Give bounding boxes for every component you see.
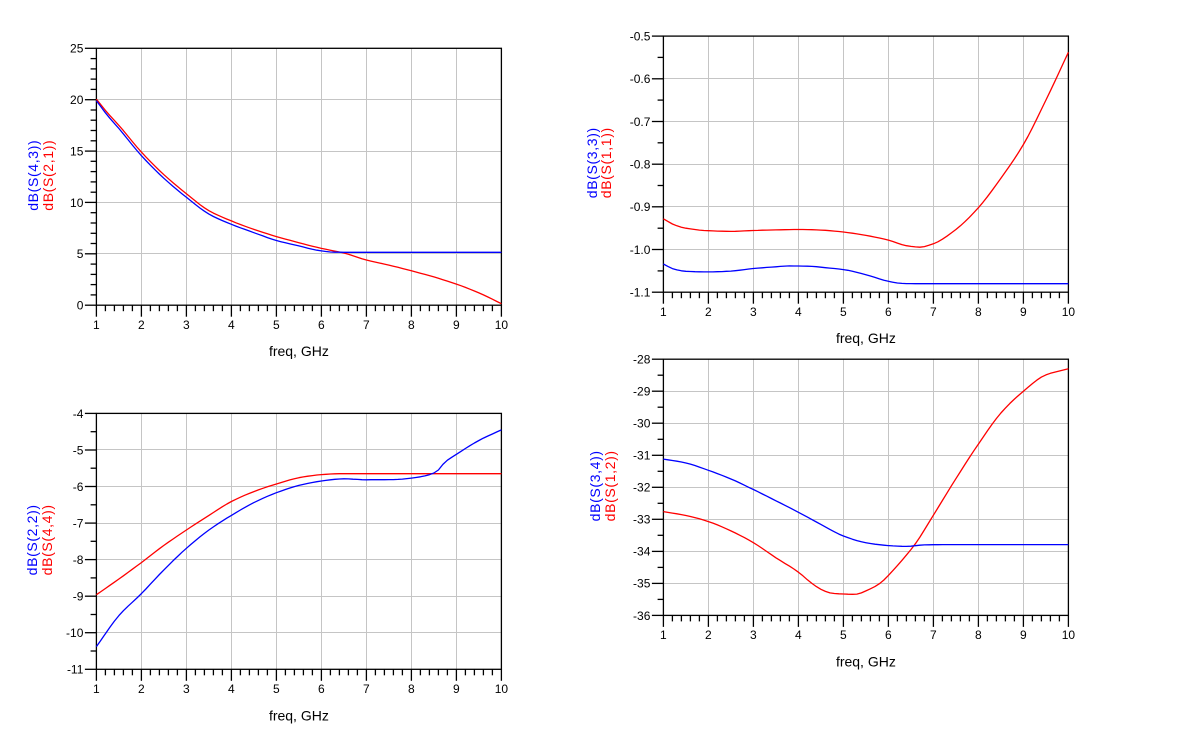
svg-text:-30: -30 <box>633 417 651 431</box>
svg-text:1: 1 <box>660 628 667 642</box>
svg-text:5: 5 <box>840 628 847 642</box>
svg-text:7: 7 <box>363 682 370 696</box>
svg-text:freq, GHz: freq, GHz <box>836 330 896 346</box>
svg-text:8: 8 <box>408 318 415 332</box>
svg-text:dB(S(2,1)): dB(S(2,1)) <box>40 140 56 211</box>
svg-text:dB(S(3,3)): dB(S(3,3)) <box>584 127 600 198</box>
svg-text:4: 4 <box>228 318 235 332</box>
svg-text:1: 1 <box>93 682 100 696</box>
svg-text:-0.5: -0.5 <box>630 30 651 44</box>
svg-text:20: 20 <box>70 93 84 107</box>
svg-text:3: 3 <box>183 682 190 696</box>
svg-text:-0.7: -0.7 <box>630 115 651 129</box>
svg-text:6: 6 <box>318 682 325 696</box>
svg-text:4: 4 <box>795 305 802 319</box>
svg-text:6: 6 <box>885 305 892 319</box>
svg-text:dB(S(1,1)): dB(S(1,1)) <box>598 127 614 198</box>
svg-text:-0.9: -0.9 <box>630 200 651 214</box>
svg-text:-11: -11 <box>67 663 84 677</box>
svg-text:4: 4 <box>795 628 802 642</box>
svg-text:-7: -7 <box>73 516 84 530</box>
svg-text:7: 7 <box>363 318 370 332</box>
svg-text:1: 1 <box>93 318 100 332</box>
svg-text:5: 5 <box>840 305 847 319</box>
svg-text:dB(S(2,2)): dB(S(2,2)) <box>24 504 40 575</box>
svg-text:2: 2 <box>705 305 712 319</box>
svg-text:-36: -36 <box>633 609 651 623</box>
svg-text:9: 9 <box>1020 305 1027 319</box>
svg-text:-34: -34 <box>633 545 651 559</box>
svg-text:freq, GHz: freq, GHz <box>269 343 329 359</box>
svg-text:8: 8 <box>408 682 415 696</box>
svg-text:1: 1 <box>660 305 667 319</box>
svg-text:-9: -9 <box>73 590 84 604</box>
svg-text:dB(S(4,4)): dB(S(4,4)) <box>39 504 55 575</box>
svg-text:5: 5 <box>77 247 84 261</box>
svg-text:10: 10 <box>1062 628 1076 642</box>
svg-text:10: 10 <box>1062 305 1076 319</box>
svg-text:10: 10 <box>495 318 509 332</box>
svg-text:4: 4 <box>228 682 235 696</box>
svg-text:-32: -32 <box>633 481 651 495</box>
svg-text:-10: -10 <box>66 626 84 640</box>
svg-text:7: 7 <box>930 628 937 642</box>
svg-text:dB(S(1,2)): dB(S(1,2)) <box>602 450 618 521</box>
svg-text:dB(S(3,4)): dB(S(3,4)) <box>587 450 603 521</box>
svg-text:-28: -28 <box>633 353 651 367</box>
svg-text:freq, GHz: freq, GHz <box>836 653 896 669</box>
svg-text:-4: -4 <box>73 407 84 421</box>
svg-text:2: 2 <box>705 628 712 642</box>
svg-text:3: 3 <box>183 318 190 332</box>
svg-text:15: 15 <box>70 144 84 158</box>
svg-text:3: 3 <box>750 305 757 319</box>
svg-text:0: 0 <box>77 299 84 313</box>
svg-text:-0.8: -0.8 <box>630 158 651 172</box>
svg-text:6: 6 <box>318 318 325 332</box>
svg-text:-6: -6 <box>73 480 84 494</box>
svg-text:2: 2 <box>138 318 145 332</box>
svg-text:25: 25 <box>70 42 84 56</box>
svg-text:9: 9 <box>453 682 460 696</box>
svg-text:5: 5 <box>273 318 280 332</box>
svg-text:5: 5 <box>273 682 280 696</box>
svg-text:-0.6: -0.6 <box>630 72 651 86</box>
svg-text:6: 6 <box>885 628 892 642</box>
svg-text:-1.0: -1.0 <box>630 243 651 257</box>
svg-text:9: 9 <box>453 318 460 332</box>
svg-text:10: 10 <box>70 196 84 210</box>
svg-text:-1.1: -1.1 <box>630 286 651 300</box>
svg-text:freq, GHz: freq, GHz <box>269 707 329 723</box>
svg-text:8: 8 <box>975 305 982 319</box>
svg-text:7: 7 <box>930 305 937 319</box>
svg-text:-8: -8 <box>73 553 84 567</box>
svg-text:-5: -5 <box>73 443 84 457</box>
svg-text:2: 2 <box>138 682 145 696</box>
svg-text:-29: -29 <box>633 385 651 399</box>
svg-text:3: 3 <box>750 628 757 642</box>
svg-text:10: 10 <box>495 682 509 696</box>
svg-text:9: 9 <box>1020 628 1027 642</box>
svg-text:-31: -31 <box>633 449 651 463</box>
svg-text:8: 8 <box>975 628 982 642</box>
svg-text:dB(S(4,3)): dB(S(4,3)) <box>25 140 41 211</box>
svg-text:-33: -33 <box>633 513 651 527</box>
svg-text:-35: -35 <box>633 577 651 591</box>
